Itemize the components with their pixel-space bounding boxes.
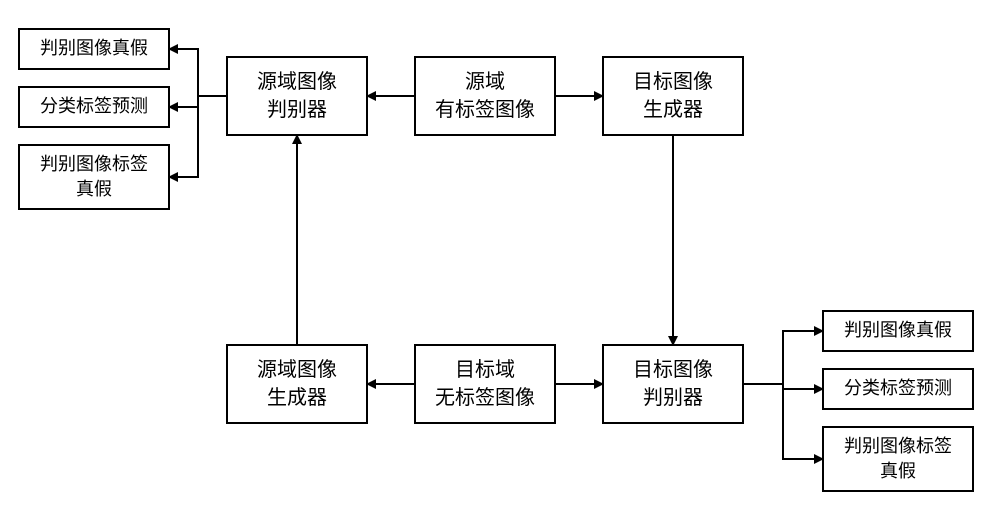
node-tgt-discriminator: 目标图像 判别器 xyxy=(602,344,744,424)
node-out-br-3: 判别图像标签 真假 xyxy=(822,426,974,492)
node-src-generator: 源域图像 生成器 xyxy=(226,344,368,424)
node-src-discriminator: 源域图像 判别器 xyxy=(226,56,368,136)
node-tgt-unlabeled: 目标域 无标签图像 xyxy=(414,344,556,424)
node-src-labeled: 源域 有标签图像 xyxy=(414,56,556,136)
node-out-br-2: 分类标签预测 xyxy=(822,368,974,410)
node-out-tl-2: 分类标签预测 xyxy=(18,86,170,128)
node-tgt-generator: 目标图像 生成器 xyxy=(602,56,744,136)
node-out-tl-3: 判别图像标签 真假 xyxy=(18,144,170,210)
node-out-tl-1: 判别图像真假 xyxy=(18,28,170,70)
node-out-br-1: 判别图像真假 xyxy=(822,310,974,352)
